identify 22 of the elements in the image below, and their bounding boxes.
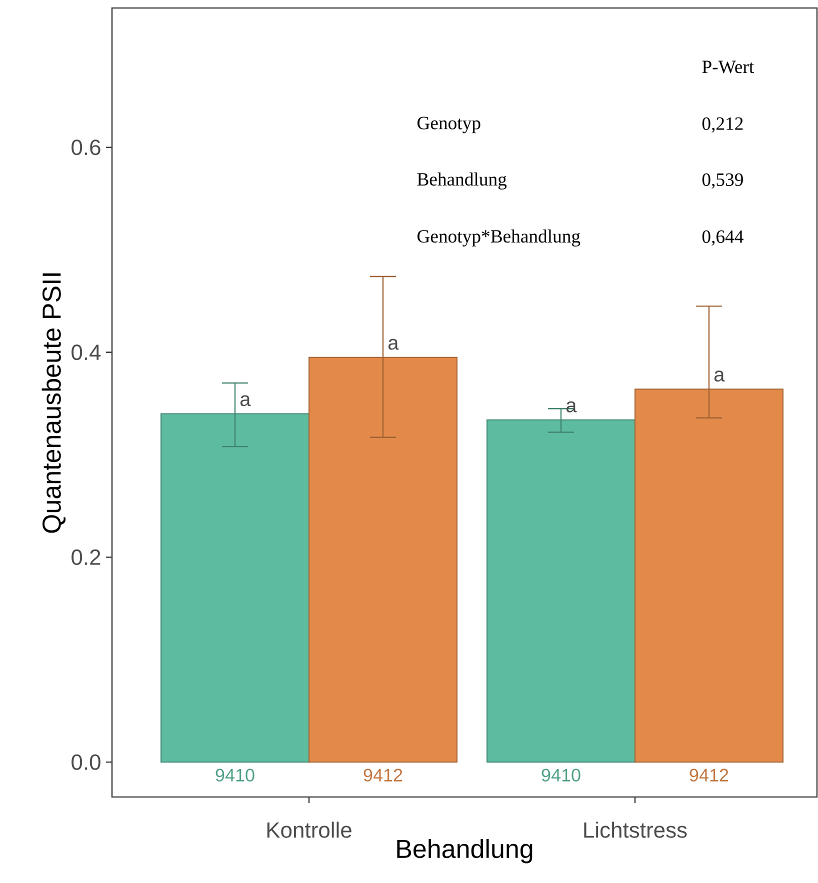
data-label: a [240, 395, 251, 406]
y-tick-label: 0.2 [72, 549, 100, 566]
annotation: Behandlung [417, 172, 507, 190]
y-tick-label: 0.4 [72, 344, 101, 360]
data-label: a [388, 338, 399, 350]
annotation: P-Wert [702, 60, 754, 74]
annotation: Genotyp [417, 116, 480, 134]
y-axis-title: Quantenausbeute PSII [42, 273, 66, 533]
x-tick-label: Kontrolle [267, 822, 352, 838]
x-axis-title: Behandlung [397, 839, 532, 864]
x-tick-label: Lichtstress [584, 822, 687, 838]
y-tick-label: 0.0 [72, 754, 100, 770]
series-label: 9410 [216, 768, 254, 782]
data-label: a [714, 370, 725, 382]
annotation: Genotyp*Behandlung [417, 229, 580, 246]
series-label: 9412 [364, 768, 402, 782]
text: 9412 [690, 768, 728, 782]
text: 9410 [542, 768, 580, 782]
annotation: 0,644 [702, 230, 744, 246]
annotation: 0,212 [702, 117, 743, 133]
y-tick-label: 0.6 [72, 140, 100, 156]
annotation: 0,539 [702, 173, 743, 189]
